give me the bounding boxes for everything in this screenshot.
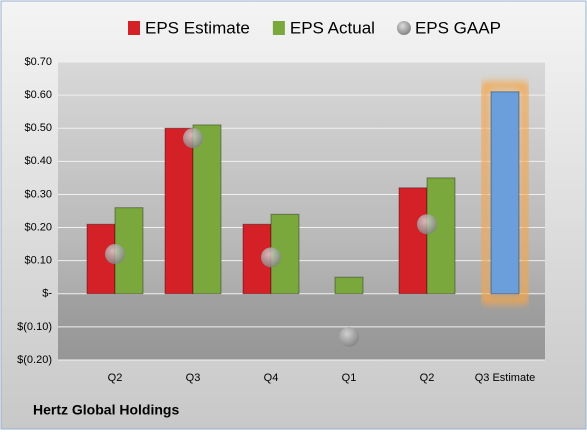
bar xyxy=(192,124,222,295)
gaap-marker xyxy=(183,128,203,149)
legend-label: EPS Actual xyxy=(290,18,375,37)
x-tick-label: Q2 xyxy=(420,372,435,384)
gaap-marker xyxy=(105,244,125,265)
bar xyxy=(164,127,194,295)
legend-label: EPS GAAP xyxy=(415,18,501,37)
bar xyxy=(334,276,364,295)
x-tick-label: Q3 xyxy=(186,372,201,384)
bar xyxy=(426,177,456,295)
highlight-glow xyxy=(481,82,529,304)
bar xyxy=(398,187,428,295)
y-tick-label: $0.10 xyxy=(24,255,52,267)
y-tick-label: $- xyxy=(42,288,52,300)
y-tick-label: $(0.10) xyxy=(17,321,52,333)
x-tick-label: Q3 Estimate xyxy=(475,372,536,384)
legend-label: EPS Estimate xyxy=(145,18,250,37)
x-tick-label: Q4 xyxy=(264,372,279,384)
legend-marker xyxy=(396,21,411,35)
gaap-marker xyxy=(261,247,281,268)
bar xyxy=(490,91,520,295)
y-tick-label: $0.60 xyxy=(24,89,52,101)
y-tick-label: $0.30 xyxy=(24,188,52,200)
x-tick-label: Q1 xyxy=(342,372,357,384)
y-tick-label: $0.40 xyxy=(24,155,52,167)
legend-marker xyxy=(128,21,140,35)
y-tick-label: $0.50 xyxy=(24,122,52,134)
y-tick-label: $0.70 xyxy=(24,56,52,68)
gaap-marker xyxy=(339,326,359,347)
legend-marker xyxy=(272,21,285,35)
y-tick-label: $(0.20) xyxy=(17,354,52,366)
y-tick-label: $0.20 xyxy=(24,221,52,233)
footer: Hertz Global Holdings xyxy=(33,402,179,418)
x-tick-label: Q2 xyxy=(108,372,123,384)
gaap-marker xyxy=(417,214,437,235)
